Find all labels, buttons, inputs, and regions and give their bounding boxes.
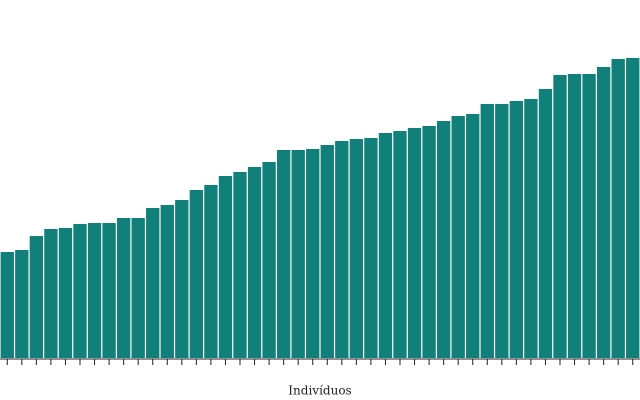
bar [393,131,407,358]
bar [626,58,640,358]
bar [204,185,218,358]
bar [364,138,378,358]
bar [189,190,204,358]
bar [567,74,582,358]
bar [553,75,567,358]
bar [218,176,233,358]
bar [524,99,538,358]
bar [146,208,160,358]
bar [538,89,553,358]
bar [73,224,87,358]
bar [276,150,291,358]
bar [451,116,465,358]
bar [306,149,320,358]
bar [596,67,611,358]
bar [291,150,305,358]
bar [233,172,247,358]
bar [29,236,44,358]
bar [160,205,174,358]
bar [15,250,29,358]
bar [247,167,262,358]
bar [87,223,102,358]
bar [480,104,494,358]
bar [407,128,422,358]
bar [611,59,625,358]
bar [495,104,509,358]
bar [436,121,451,358]
bar [349,139,364,358]
bar [335,141,349,358]
bar [422,126,436,358]
bar [116,218,131,358]
bar [44,229,58,358]
bar [131,218,145,358]
bar [58,228,73,358]
bar [509,101,524,358]
bar [0,252,14,358]
bar [175,200,189,358]
bar [466,114,480,358]
bar [582,74,596,358]
bar [262,162,276,358]
bar [378,133,393,358]
bar [102,223,116,358]
x-axis-label: Indivíduos [288,384,351,398]
bar [320,145,334,358]
